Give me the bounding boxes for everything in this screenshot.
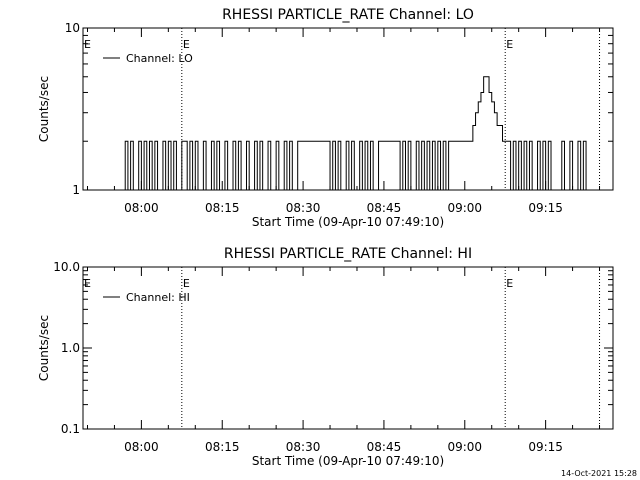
y-tick-label: 1 — [72, 183, 80, 197]
chart-title: RHESSI PARTICLE_RATE Channel: HI — [224, 246, 472, 262]
x-tick-label: 08:45 — [367, 440, 402, 454]
chart-title: RHESSI PARTICLE_RATE Channel: LO — [222, 7, 474, 23]
panel-2: RHESSI PARTICLE_RATE Channel: HI Start Ti… — [37, 246, 614, 468]
x-tick-label: 08:00 — [124, 440, 159, 454]
panel-1: RHESSI PARTICLE_RATE Channel: LO Start Ti… — [37, 7, 614, 229]
x-axis-label: Start Time (09-Apr-10 07:49:10) — [252, 454, 444, 468]
marker-label: E — [506, 38, 513, 51]
series-line — [122, 76, 589, 191]
eclipse-marker: E — [84, 277, 91, 290]
x-tick-label: 08:30 — [286, 440, 321, 454]
legend-entry: Channel: LO — [126, 52, 193, 65]
footer-timestamp: 14-Oct-2021 15:28 — [561, 469, 637, 478]
x-tick-label: 08:15 — [205, 440, 240, 454]
plot-frame — [82, 27, 614, 191]
y-tick-label: 10.0 — [53, 260, 80, 274]
x-tick-label: 08:00 — [124, 201, 159, 215]
y-tick-label: 1.0 — [61, 341, 80, 355]
y-axis-label: Counts/sec — [37, 76, 51, 142]
x-tick-label: 08:15 — [205, 201, 240, 215]
marker-label: E — [183, 277, 190, 290]
marker-label: E — [506, 277, 513, 290]
eclipse-marker: E — [84, 38, 91, 51]
x-tick-label: 08:45 — [367, 201, 402, 215]
legend-entry: Channel: HI — [126, 291, 190, 304]
x-tick-label: 08:30 — [286, 201, 321, 215]
marker-label: E — [183, 38, 190, 51]
x-tick-label: 09:15 — [528, 440, 563, 454]
x-tick-label: 09:00 — [447, 440, 482, 454]
x-axis-label: Start Time (09-Apr-10 07:49:10) — [252, 215, 444, 229]
y-tick-label: 0.1 — [61, 422, 80, 436]
y-axis-label: Counts/sec — [37, 315, 51, 381]
x-tick-label: 09:15 — [528, 201, 563, 215]
x-tick-label: 09:00 — [447, 201, 482, 215]
y-tick-label: 10 — [65, 21, 80, 35]
